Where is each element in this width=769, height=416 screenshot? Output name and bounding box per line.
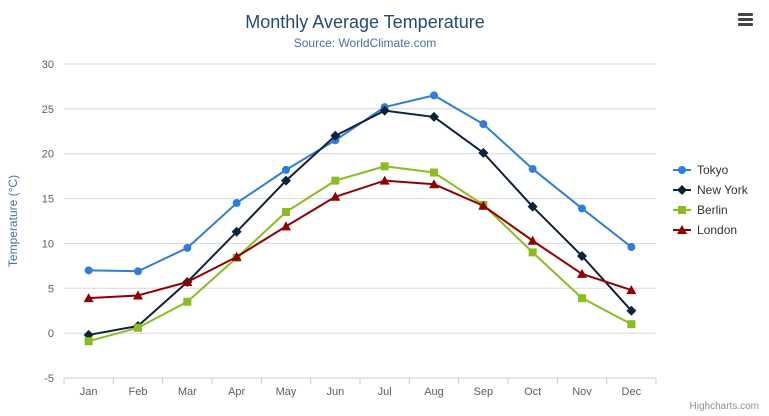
data-point-new-york[interactable] — [379, 105, 390, 116]
legend: Tokyo New York Berlin London — [672, 160, 748, 240]
data-point-new-york[interactable] — [281, 175, 291, 186]
data-point-tokyo[interactable] — [84, 266, 93, 275]
x-tick-label: Oct — [524, 386, 541, 398]
data-point-london[interactable] — [182, 277, 193, 287]
x-tick-label: Aug — [424, 386, 444, 398]
data-point-london[interactable] — [527, 235, 538, 245]
data-point-london[interactable] — [577, 268, 587, 278]
x-tick-label: Sep — [474, 386, 494, 398]
data-point-tokyo[interactable] — [430, 91, 438, 100]
data-point-london[interactable] — [379, 175, 390, 185]
x-tick-label: Mar — [178, 386, 197, 398]
data-point-tokyo[interactable] — [183, 243, 192, 252]
legend-label: Tokyo — [697, 163, 729, 177]
data-point-tokyo[interactable] — [578, 204, 586, 213]
data-point-berlin[interactable] — [380, 162, 389, 171]
legend-marker-london — [677, 225, 687, 234]
chart-context-menu-button[interactable] — [733, 8, 757, 30]
data-point-berlin[interactable] — [84, 337, 93, 346]
x-tick-label: Jan — [80, 386, 98, 398]
y-tick-label: -5 — [44, 373, 54, 385]
legend-marker-tokyo — [678, 166, 686, 174]
data-point-new-york[interactable] — [527, 201, 538, 212]
series-line-berlin — [87, 165, 633, 343]
legend-marker-icon — [673, 225, 691, 234]
y-axis-title: Temperature (°C) — [6, 175, 20, 267]
data-point-london[interactable] — [478, 200, 489, 210]
legend-label: New York — [697, 183, 748, 197]
data-point-new-york[interactable] — [429, 111, 439, 122]
legend-label: London — [697, 223, 738, 237]
y-tick-label: 10 — [42, 238, 54, 250]
data-point-berlin[interactable] — [528, 248, 537, 257]
chart-title: Monthly Average Temperature — [245, 12, 485, 32]
x-tick-label: May — [276, 386, 297, 398]
x-tick-label: Nov — [572, 386, 592, 398]
data-point-london[interactable] — [281, 221, 291, 231]
data-point-new-york[interactable] — [478, 147, 489, 158]
legend-item-new-york[interactable]: New York — [672, 180, 748, 200]
legend-item-tokyo[interactable]: Tokyo — [672, 160, 748, 180]
y-tick-label: 15 — [42, 194, 54, 206]
data-point-berlin[interactable] — [627, 320, 636, 329]
data-point-london[interactable] — [231, 251, 242, 261]
legend-item-london[interactable]: London — [672, 220, 748, 240]
chart-subtitle: Source: WorldClimate.com — [293, 36, 437, 50]
x-tick-label: Apr — [228, 386, 245, 398]
data-point-tokyo[interactable] — [627, 243, 636, 252]
series-line-london — [87, 179, 633, 300]
legend-marker-icon — [673, 185, 691, 195]
x-tick-label: Dec — [622, 386, 642, 398]
legend-marker-berlin — [678, 206, 686, 214]
hamburger-menu-icon — [733, 12, 757, 26]
data-point-london[interactable] — [429, 179, 439, 189]
data-point-tokyo[interactable] — [232, 199, 241, 208]
series-line-tokyo — [87, 94, 633, 273]
data-point-tokyo[interactable] — [282, 165, 290, 174]
data-point-tokyo[interactable] — [479, 120, 488, 129]
data-point-berlin[interactable] — [578, 294, 586, 303]
data-point-berlin[interactable] — [183, 297, 192, 306]
y-tick-label: 30 — [42, 59, 54, 71]
y-tick-label: 5 — [48, 283, 54, 295]
x-tick-label: Feb — [129, 386, 148, 398]
data-point-new-york[interactable] — [231, 226, 242, 237]
data-point-london[interactable] — [83, 293, 94, 303]
legend-marker-new-york — [677, 185, 687, 195]
series-line-new-york — [87, 109, 633, 336]
data-point-berlin[interactable] — [282, 208, 290, 217]
data-point-london[interactable] — [133, 290, 143, 300]
data-point-london[interactable] — [626, 285, 637, 295]
data-point-tokyo[interactable] — [134, 267, 142, 276]
data-point-new-york[interactable] — [330, 130, 341, 141]
y-tick-label: 25 — [42, 104, 54, 116]
legend-item-berlin[interactable]: Berlin — [672, 200, 748, 220]
data-point-new-york[interactable] — [626, 305, 637, 316]
data-point-new-york[interactable] — [577, 250, 587, 261]
data-point-berlin[interactable] — [134, 323, 142, 332]
x-tick-label: Jul — [378, 386, 392, 398]
legend-marker-icon — [673, 206, 691, 214]
data-point-tokyo[interactable] — [528, 164, 537, 173]
y-tick-label: 20 — [42, 149, 54, 161]
credits-link[interactable]: Highcharts.com — [689, 401, 759, 412]
data-point-london[interactable] — [330, 191, 341, 201]
data-point-berlin[interactable] — [430, 168, 438, 177]
legend-marker-icon — [673, 166, 691, 174]
y-tick-label: 0 — [48, 328, 54, 340]
legend-label: Berlin — [697, 203, 728, 217]
x-tick-label: Jun — [326, 386, 344, 398]
data-point-berlin[interactable] — [331, 176, 340, 185]
